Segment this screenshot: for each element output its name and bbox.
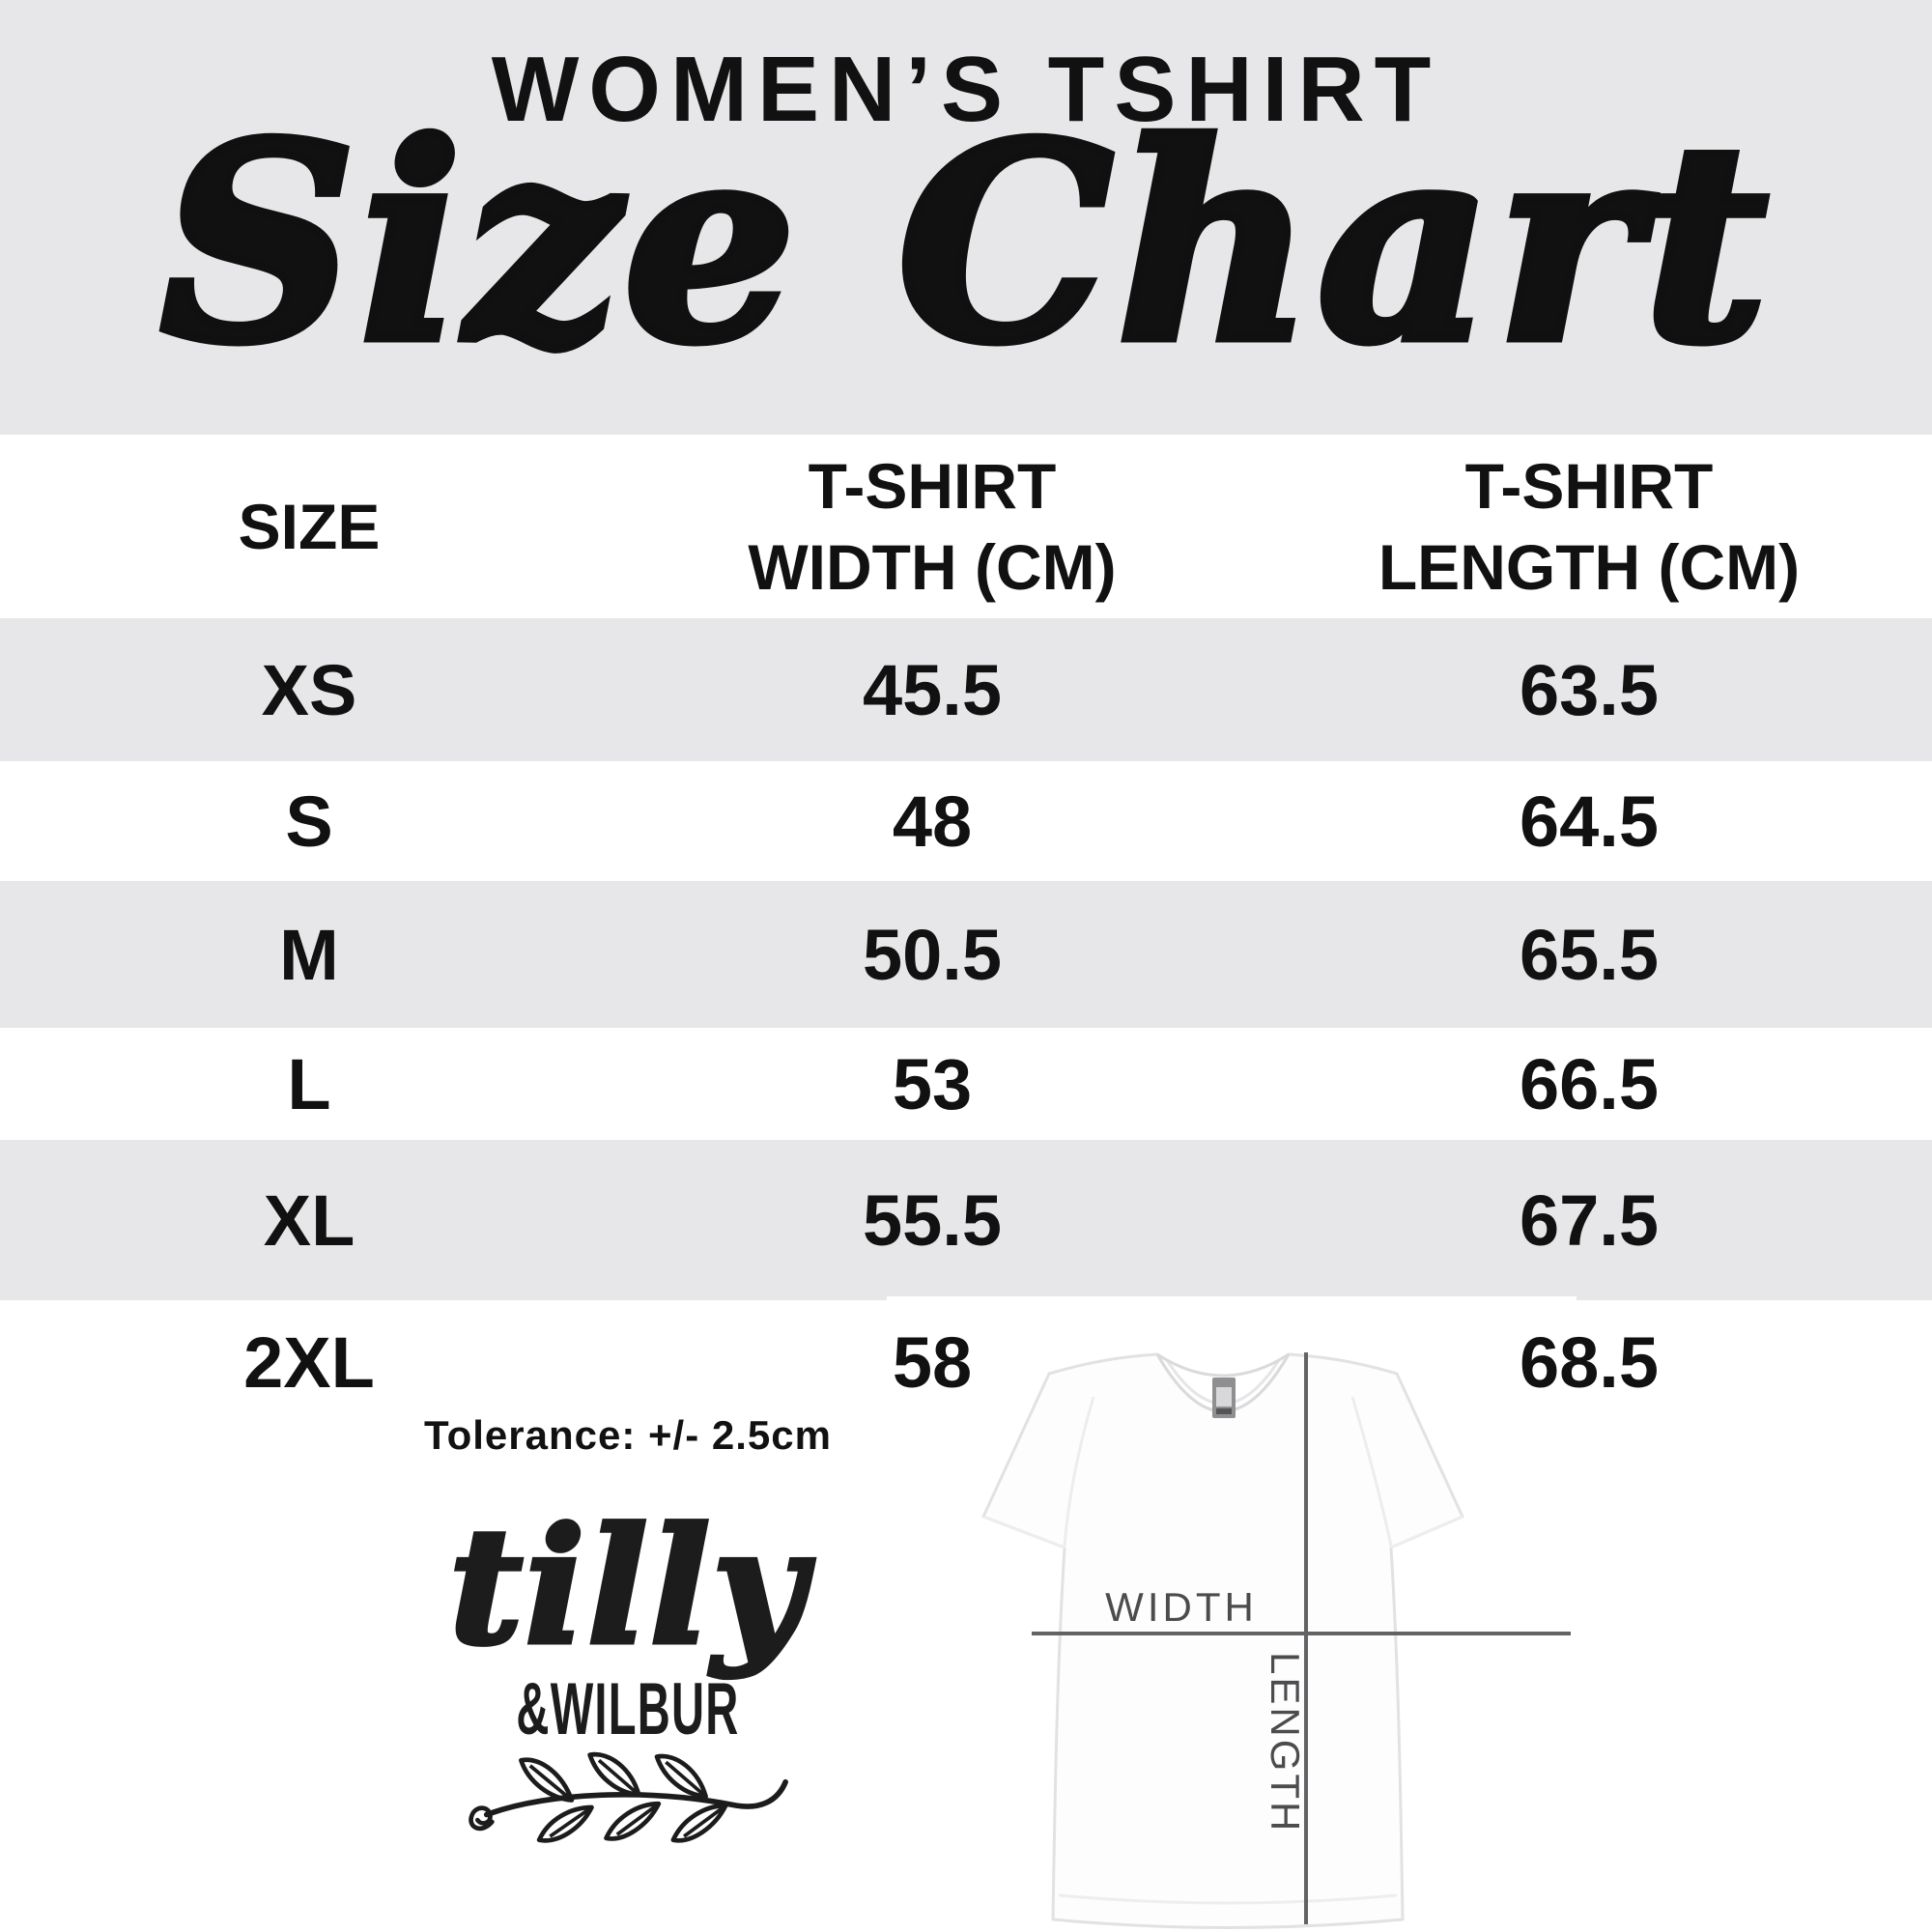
size-cell: L (287, 1043, 331, 1124)
width-cell: 50.5 (862, 914, 1003, 995)
size-cell: 2XL (243, 1321, 375, 1403)
table-row: 2XL 58 68.5 (0, 1304, 1932, 1420)
laurel-branch-icon (469, 1751, 788, 1843)
table-row: XS 45.5 63.5 (0, 618, 1932, 761)
size-chart-title: Size Chart (156, 85, 1773, 403)
column-header-size-label: SIZE (238, 491, 381, 562)
table-row: M 50.5 65.5 (0, 881, 1932, 1028)
length-cell: 65.5 (1519, 914, 1660, 995)
width-cell: 45.5 (862, 649, 1003, 730)
width-label: WIDTH (1105, 1584, 1258, 1630)
tshirt-body (981, 1352, 1464, 1929)
armhole-seam (1350, 1396, 1393, 1547)
brand-name-caps-text: WILBUR (550, 1668, 740, 1750)
header-banner: WOMEN’S TSHIRT Size Chart (0, 0, 1932, 435)
table-header-row: SIZE T-SHIRT WIDTH (CM) T-SHIRT LENGTH (… (0, 437, 1932, 616)
size-cell: XS (261, 649, 357, 730)
width-cell: 58 (892, 1321, 973, 1403)
column-header-size: SIZE (0, 486, 618, 567)
brand-name-script: tilly (446, 1492, 808, 1680)
length-cell: 68.5 (1519, 1321, 1660, 1403)
width-cell: 53 (892, 1043, 973, 1124)
garment-type-heading: WOMEN’S TSHIRT (491, 38, 1441, 141)
brand-logo: tilly &WILBUR (367, 1492, 889, 1856)
width-cell: 55.5 (862, 1179, 1003, 1261)
table-row: S 48 64.5 (0, 761, 1932, 881)
size-cell: XL (263, 1179, 355, 1261)
length-cell: 64.5 (1519, 781, 1660, 862)
table-row: L 53 66.5 (0, 1028, 1932, 1140)
length-cell: 66.5 (1519, 1043, 1660, 1124)
collar-back (1156, 1352, 1290, 1378)
armhole-seam (1063, 1396, 1095, 1547)
size-cell: S (285, 781, 333, 862)
hem-stitch (1058, 1893, 1398, 1905)
ampersand: & (516, 1668, 551, 1750)
size-cell: M (279, 914, 339, 995)
length-cell: 67.5 (1519, 1179, 1660, 1261)
neck-label (1212, 1378, 1236, 1418)
tshirt-photo: WIDTH LENGTH (887, 1296, 1577, 1932)
width-cell: 48 (892, 781, 973, 862)
tolerance-note: Tolerance: +/- 2.5cm (424, 1412, 832, 1458)
table-row: XL 55.5 67.5 (0, 1140, 1932, 1300)
length-label: LENGTH (1263, 1652, 1308, 1833)
length-cell: 63.5 (1519, 649, 1660, 730)
brand-name-caps: &WILBUR (467, 1673, 790, 1747)
column-header-length: T-SHIRT LENGTH (CM) (1378, 450, 1801, 603)
column-header-width: T-SHIRT WIDTH (CM) (748, 450, 1117, 603)
